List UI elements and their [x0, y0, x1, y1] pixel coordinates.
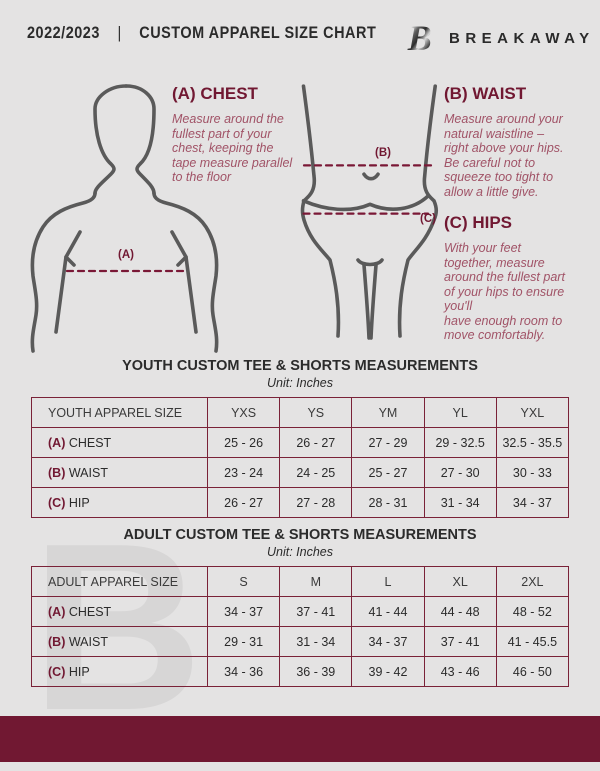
svg-text:B: B: [407, 18, 432, 58]
